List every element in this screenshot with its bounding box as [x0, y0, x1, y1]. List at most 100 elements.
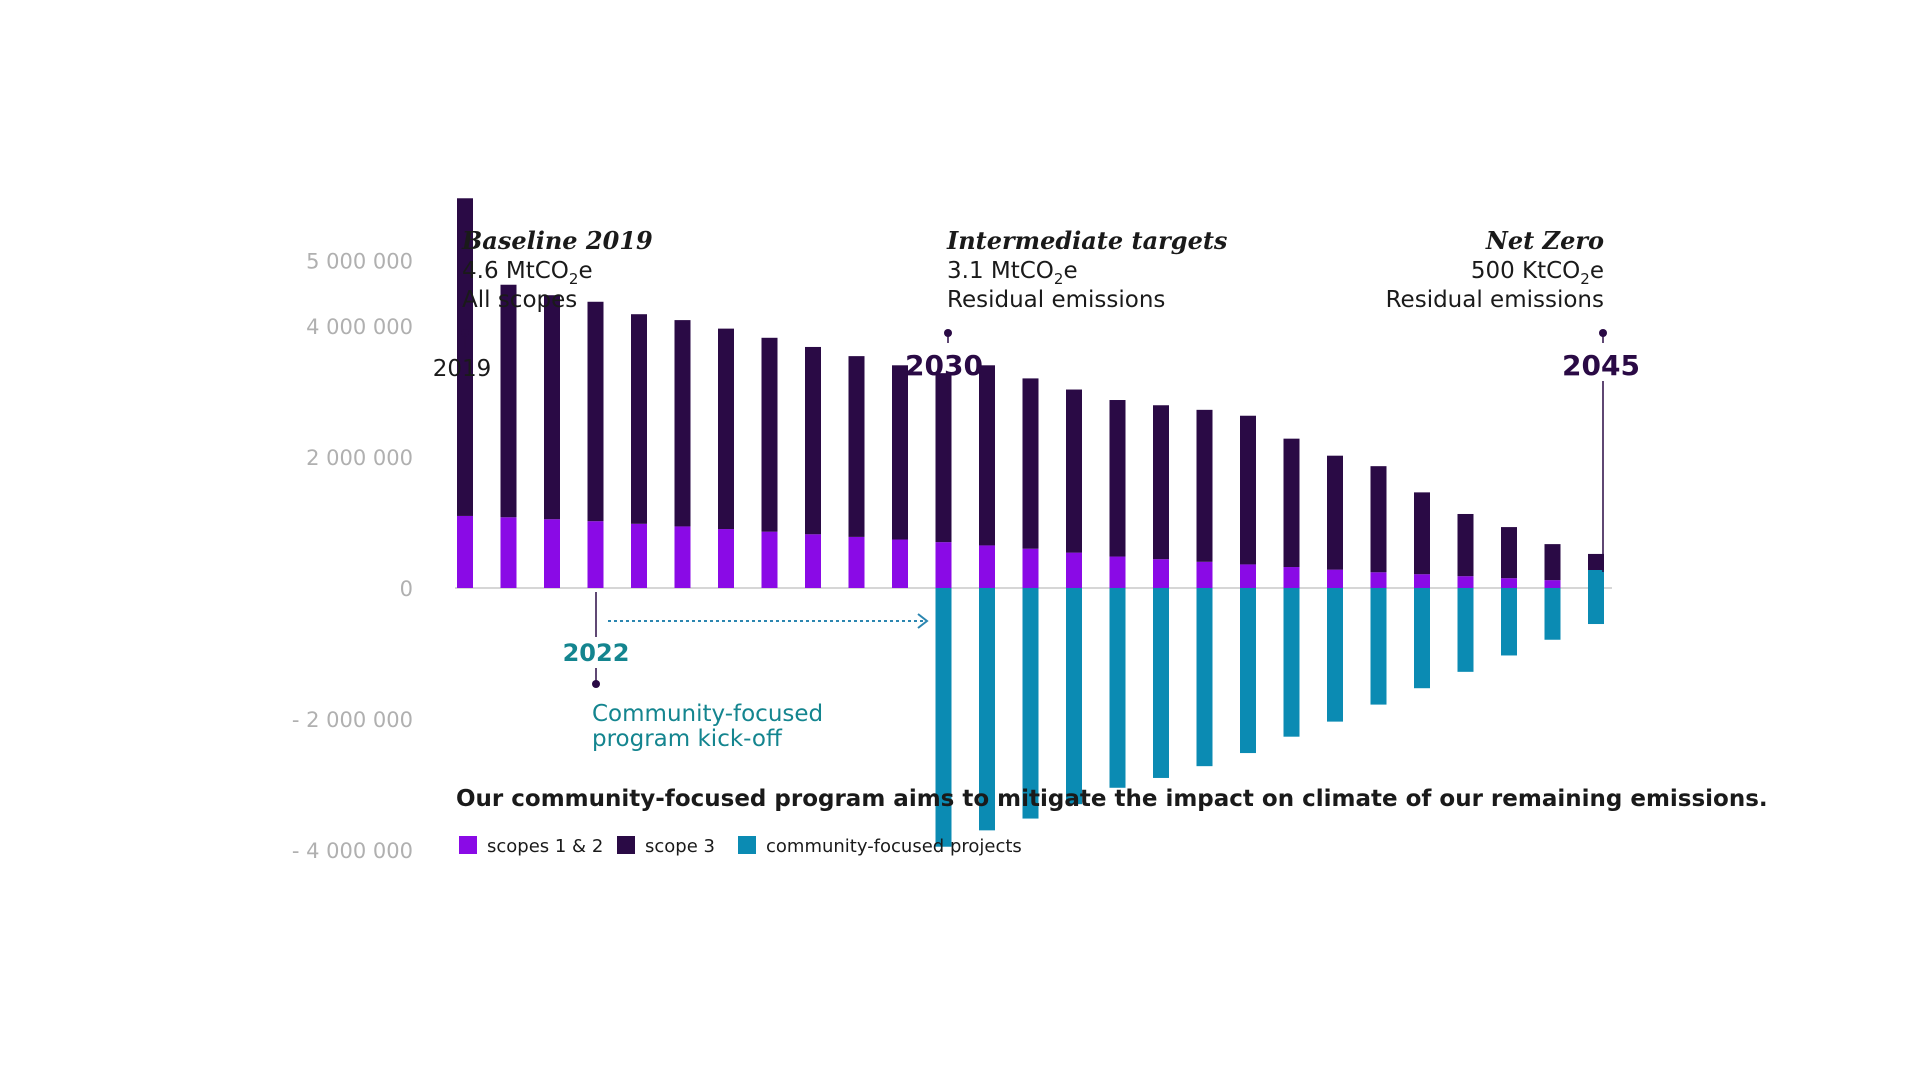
bar-scopes12-2034 [1109, 556, 1126, 588]
bar-scopes12-2035 [1153, 559, 1169, 588]
bar-scopes12-2041 [1414, 574, 1430, 588]
bar-scopes12-2032 [1022, 548, 1039, 588]
bar-scope3-2033 [1066, 389, 1082, 553]
y-tick-label: 5 000 000 [306, 250, 413, 274]
bar-scopes12-2026 [761, 531, 778, 588]
bar-scope3-2027 [805, 346, 821, 535]
bars-group [457, 198, 1604, 847]
bar-community-2043 [1501, 588, 1517, 656]
legend-label-scopes12: scopes 1 & 2 [487, 836, 603, 857]
kickoff-line1: Community-focused [592, 701, 823, 727]
bar-scopes12-2022 [587, 521, 604, 588]
bar-scope3-2044 [1544, 544, 1561, 581]
bar-scope3-2023 [631, 314, 647, 524]
bar-scopes12-2039 [1327, 569, 1343, 588]
bar-community-2040 [1370, 588, 1387, 705]
bar-community-2045 [1588, 588, 1604, 625]
bar-scopes12-2031 [979, 545, 995, 588]
baseline-annotation: Baseline 2019 4.6 MtCO2e All scopes 2019 [433, 226, 653, 382]
bar-scopes12-2019 [457, 515, 473, 588]
bar-community-2041 [1414, 588, 1430, 689]
bar-community-2039 [1327, 588, 1343, 722]
bar-scope3-2035 [1153, 405, 1169, 560]
bar-scope3-2029 [892, 365, 908, 540]
bar-scopes12-2044 [1544, 580, 1561, 588]
bar-scopes12-2033 [1066, 552, 1082, 588]
bar-scope3-2038 [1283, 438, 1300, 568]
legend-swatch-scopes12 [459, 836, 477, 854]
bar-community-2033 [1066, 588, 1082, 805]
kickoff-year: 2022 [563, 639, 630, 667]
bar-community-2044 [1544, 588, 1561, 640]
netzero-annotation: Net Zero 500 KtCO2e Residual emissions 2… [1386, 226, 1640, 572]
bar-scopes12-2038 [1283, 567, 1300, 588]
bar-scope3-2043 [1501, 527, 1517, 579]
bar-scopes12-2023 [631, 523, 647, 588]
bar-scopes12-2025 [718, 529, 734, 588]
intermediate-annotation: Intermediate targets 3.1 MtCO2e Residual… [905, 226, 1228, 460]
y-tick-label: 0 [400, 577, 413, 601]
legend-label-community: community-focused projects [766, 836, 1022, 857]
baseline-year: 2019 [433, 356, 492, 382]
legend-label-scope3: scope 3 [645, 836, 715, 857]
bar-scopes12-2028 [848, 536, 865, 588]
netzero-title: Net Zero [1485, 226, 1604, 255]
bar-scopes12-2029 [892, 539, 908, 588]
bar-scope3-2021 [544, 295, 560, 520]
kickoff-arrow-head [917, 613, 929, 629]
bar-scopes12-2037 [1240, 564, 1256, 588]
bar-scopes12-2043 [1501, 578, 1517, 588]
bar-scopes12-2020 [500, 517, 517, 588]
y-tick-label: - 4 000 000 [292, 839, 413, 863]
bar-scopes12-2030 [935, 542, 952, 588]
intermediate-desc: Residual emissions [947, 287, 1165, 313]
bar-community-2030 [935, 588, 952, 847]
y-tick-label: 2 000 000 [306, 446, 413, 470]
bar-scope3-2030 [935, 373, 952, 543]
bar-scope3-2040 [1370, 466, 1387, 573]
bar-community-2031 [979, 588, 995, 831]
bar-scope3-2020 [500, 284, 517, 518]
bar-scope3-2032 [1022, 378, 1039, 549]
bar-scope3-2022 [587, 301, 604, 522]
netzero-desc: Residual emissions [1386, 287, 1604, 313]
intermediate-value: 3.1 MtCO2e [947, 258, 1078, 288]
legend-swatch-community [738, 836, 756, 854]
bar-scope3-2025 [718, 328, 734, 530]
y-tick-label: 4 000 000 [306, 315, 413, 339]
bar-scopes12-2027 [805, 534, 821, 588]
baseline-desc: All scopes [462, 287, 577, 313]
chart-caption: Our community-focused program aims to mi… [456, 786, 1768, 812]
bar-scope3-2036 [1196, 409, 1213, 562]
bar-scope3-2041 [1414, 492, 1430, 575]
bar-community-2037 [1240, 588, 1256, 754]
bar-scopes12-2040 [1370, 572, 1387, 588]
bar-scope3-2031 [979, 365, 995, 546]
bar-scope3-2039 [1327, 455, 1343, 570]
bar-scopes12-2024 [674, 526, 691, 588]
netzero-year: 2045 [1562, 349, 1640, 382]
baseline-value: 4.6 MtCO2e [462, 258, 593, 288]
y-tick-label: - 2 000 000 [292, 708, 413, 732]
intermediate-year: 2030 [905, 349, 983, 382]
bar-scope3-2034 [1109, 400, 1126, 557]
kickoff-annotation: 2022 Community-focused program kick-off [563, 592, 929, 752]
bar-scope3-2028 [848, 356, 865, 537]
netzero-value: 500 KtCO2e [1471, 258, 1604, 288]
bar-community-stub-2045 [1588, 570, 1604, 588]
y-axis: 5 000 000 4 000 000 2 000 000 0 - 2 000 000 -… [292, 250, 413, 864]
kickoff-line2: program kick-off [592, 726, 783, 752]
bar-scope3-2019 [457, 198, 473, 516]
bar-scopes12-2036 [1196, 561, 1213, 588]
bar-scopes12-2021 [544, 519, 560, 588]
bar-scope3-2026 [761, 337, 778, 532]
bar-community-2038 [1283, 588, 1300, 737]
baseline-title: Baseline 2019 [461, 226, 653, 255]
intermediate-title: Intermediate targets [946, 226, 1228, 255]
bar-community-2034 [1109, 588, 1126, 788]
bar-community-2036 [1196, 588, 1213, 767]
bar-community-2042 [1457, 588, 1474, 672]
legend-swatch-scope3 [617, 836, 635, 854]
bar-scopes12-2042 [1457, 576, 1474, 588]
